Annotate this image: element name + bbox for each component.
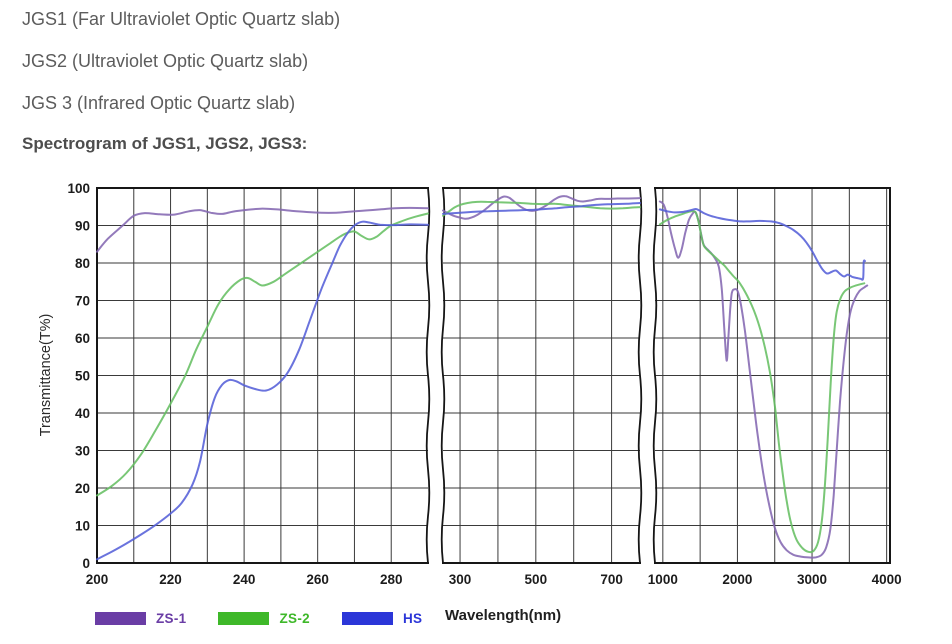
product-line-jgs1: JGS1 (Far Ultraviolet Optic Quartz slab) bbox=[22, 9, 341, 29]
legend-item-hs: HS bbox=[341, 611, 423, 626]
legend-item-zs-2: ZS-2 bbox=[218, 611, 310, 626]
series-zs-2-panel-2 bbox=[442, 200, 641, 217]
svg-text:500: 500 bbox=[525, 572, 548, 587]
svg-text:100: 100 bbox=[67, 181, 90, 196]
svg-text:220: 220 bbox=[159, 572, 182, 587]
series-hs-panel-1 bbox=[96, 220, 429, 561]
svg-text:700: 700 bbox=[600, 572, 623, 587]
series-zs-2-panel-3 bbox=[658, 210, 866, 554]
legend-label-zs-1: ZS-1 bbox=[156, 611, 187, 626]
svg-text:80: 80 bbox=[75, 256, 90, 271]
spectrogram-heading: Spectrogram of JGS1, JGS2, JGS3: bbox=[22, 134, 308, 153]
legend-label-zs-2: ZS-2 bbox=[279, 611, 310, 626]
svg-text:20: 20 bbox=[75, 481, 90, 496]
series-zs-1-panel-3 bbox=[658, 200, 869, 559]
svg-text:2000: 2000 bbox=[722, 572, 752, 587]
svg-text:3000: 3000 bbox=[797, 572, 827, 587]
svg-text:1000: 1000 bbox=[648, 572, 678, 587]
x-axis-title: Wavelength(nm) bbox=[445, 607, 562, 624]
svg-text:40: 40 bbox=[75, 406, 90, 421]
svg-text:50: 50 bbox=[75, 369, 90, 384]
svg-text:260: 260 bbox=[306, 572, 329, 587]
svg-text:280: 280 bbox=[380, 572, 403, 587]
svg-text:0: 0 bbox=[82, 556, 90, 571]
svg-text:10: 10 bbox=[75, 519, 90, 534]
series-zs-1-panel-1 bbox=[96, 206, 429, 253]
series-zs-1-panel-2 bbox=[442, 195, 641, 220]
svg-text:90: 90 bbox=[75, 219, 90, 234]
svg-text:240: 240 bbox=[233, 572, 256, 587]
series-hs-panel-3 bbox=[658, 208, 866, 281]
legend-swatch-zs-1 bbox=[95, 612, 146, 625]
legend-label-hs: HS bbox=[402, 611, 423, 626]
product-line-jgs2: JGS2 (Ultraviolet Optic Quartz slab) bbox=[22, 51, 309, 71]
spectrogram-chart: 200 220 240 260 280 300 500 700 1000 2000 3000 4000… bbox=[0, 168, 952, 644]
svg-text:30: 30 bbox=[75, 444, 90, 459]
series-hs-panel-2 bbox=[442, 202, 641, 215]
svg-text:200: 200 bbox=[86, 572, 109, 587]
legend-item-zs-1: ZS-1 bbox=[95, 611, 186, 626]
legend-swatch-hs bbox=[341, 612, 393, 625]
svg-text:4000: 4000 bbox=[872, 572, 902, 587]
svg-text:60: 60 bbox=[75, 331, 90, 346]
series-zs-2-panel-1 bbox=[96, 212, 429, 497]
svg-text:70: 70 bbox=[75, 294, 90, 309]
svg-text:300: 300 bbox=[449, 572, 472, 587]
legend: ZS-1 ZS-2 HS bbox=[95, 611, 422, 626]
product-line-jgs3: JGS 3 (Infrared Optic Quartz slab) bbox=[22, 93, 296, 113]
legend-swatch-zs-2 bbox=[218, 612, 270, 625]
